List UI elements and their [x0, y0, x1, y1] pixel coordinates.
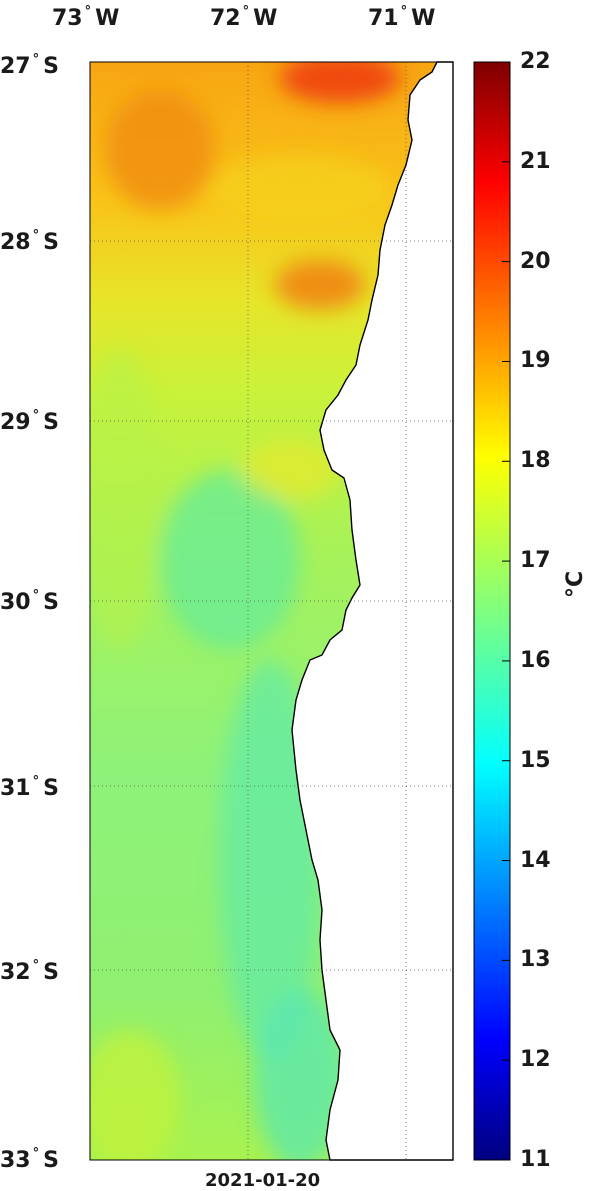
longitude-label-degrees: 71 [368, 6, 399, 31]
longitude-label: 71 ° W [368, 5, 436, 31]
degree-symbol: ° [32, 52, 40, 67]
colorbar [473, 61, 511, 1161]
degree-symbol: ° [32, 588, 40, 603]
latitude-label: 27 ° S [0, 53, 59, 79]
latitude-label-degrees: 31 [0, 776, 31, 801]
latitude-label: 28 ° S [0, 229, 59, 255]
colorbar-tick-label: 16 [520, 647, 551, 673]
latitude-label-hemisphere: S [43, 960, 59, 985]
longitude-label: 72 ° W [210, 5, 278, 31]
latitude-label-degrees: 27 [0, 54, 31, 79]
colorbar-tick-label: 18 [520, 448, 551, 474]
degree-symbol: ° [32, 228, 40, 243]
degree-symbol: ° [242, 4, 250, 19]
colorbar-ticks [502, 61, 510, 1161]
longitude-label-degrees: 72 [210, 6, 241, 31]
degree-symbol: ° [400, 4, 408, 19]
latitude-label-hemisphere: S [43, 776, 59, 801]
latitude-label-degrees: 33 [0, 1148, 31, 1173]
degree-symbol: ° [32, 958, 40, 973]
degree-symbol: ° [32, 1146, 40, 1161]
latitude-label-degrees: 30 [0, 590, 31, 615]
degree-symbol: ° [32, 774, 40, 789]
latitude-label-hemisphere: S [43, 410, 59, 435]
colorbar-tick-label: 19 [520, 348, 551, 374]
map-grid [90, 62, 453, 1160]
latitude-label-degrees: 29 [0, 410, 31, 435]
longitude-label-hemisphere: W [253, 6, 278, 31]
degree-symbol: ° [84, 4, 92, 19]
longitude-label-hemisphere: W [95, 6, 120, 31]
latitude-label-hemisphere: S [43, 1148, 59, 1173]
latitude-label-hemisphere: S [43, 230, 59, 255]
degree-symbol: ° [32, 408, 40, 423]
colorbar-tick-label: 12 [520, 1047, 551, 1073]
latitude-label: 29 ° S [0, 409, 59, 435]
colorbar-tick-label: 20 [520, 248, 551, 274]
latitude-label-hemisphere: S [43, 590, 59, 615]
latitude-label: 33 ° S [0, 1147, 59, 1173]
colorbar-tick-label: 15 [520, 747, 551, 773]
map-date: 2021-01-20 [205, 1170, 321, 1191]
longitude-label-hemisphere: W [411, 6, 436, 31]
latitude-label-degrees: 32 [0, 960, 31, 985]
longitude-label: 73 ° W [52, 5, 120, 31]
colorbar-tick-label: 21 [520, 148, 551, 174]
longitude-label-degrees: 73 [52, 6, 83, 31]
colorbar-tick-label: 14 [520, 847, 551, 873]
latitude-label-degrees: 28 [0, 230, 31, 255]
colorbar-tick-label: 11 [520, 1147, 551, 1172]
latitude-label: 30 ° S [0, 589, 59, 615]
colorbar-tick-label: 22 [520, 49, 551, 74]
colorbar-tick-label: 17 [520, 548, 551, 574]
latitude-label: 31 ° S [0, 775, 59, 801]
map-frame [89, 61, 454, 1161]
colorbar-unit-label: °C [563, 570, 588, 598]
land-mask [291, 61, 454, 1161]
latitude-label-hemisphere: S [43, 54, 59, 79]
latitude-label: 32 ° S [0, 959, 59, 985]
colorbar-tick-label: 13 [520, 947, 551, 973]
